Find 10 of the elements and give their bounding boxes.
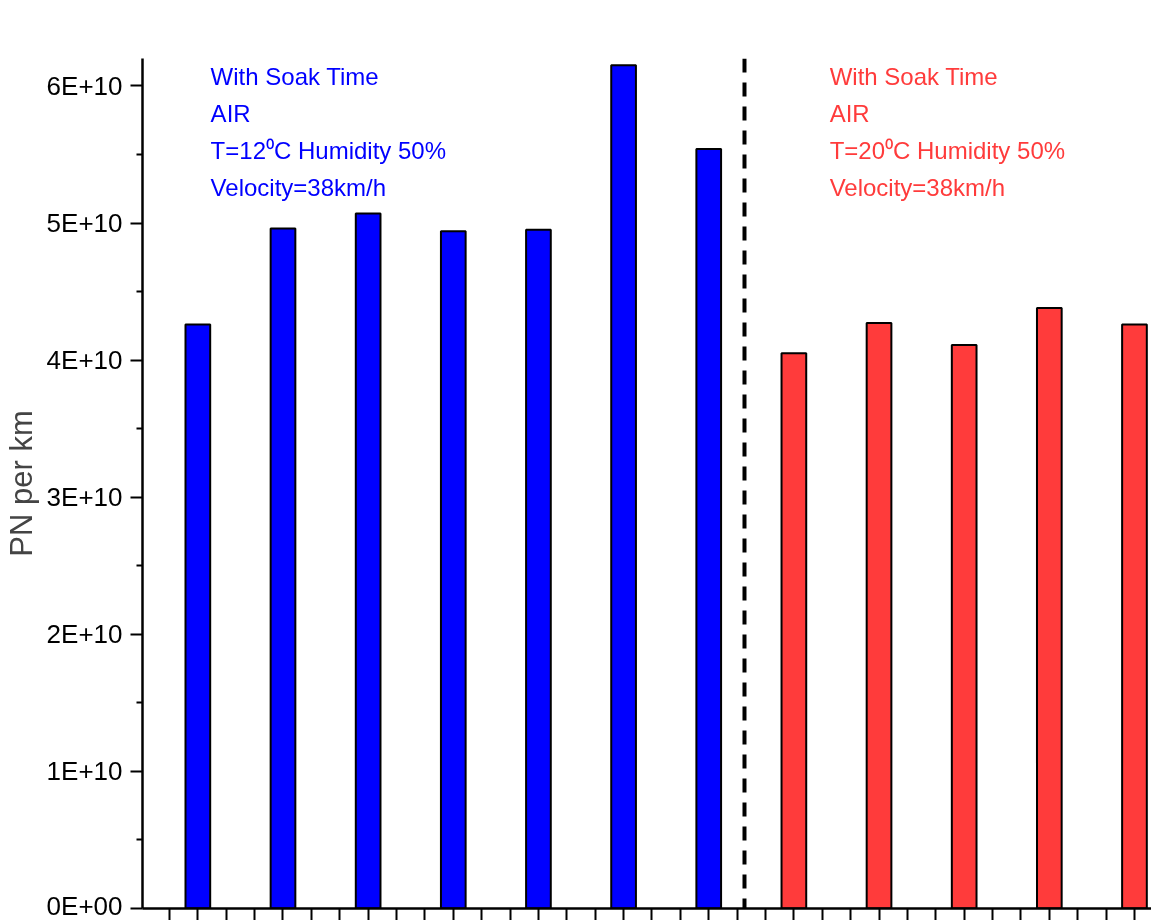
y-tick-label: 5E+10 <box>46 208 123 239</box>
annotation: With Soak Time AIR T=20⁰C Humidity 50% Velocity=38km/h <box>829 62 1066 201</box>
y-tick-label: 1E+10 <box>46 756 123 787</box>
y-tick-label: 4E+10 <box>46 345 123 376</box>
y-tick-label: 6E+10 <box>46 70 123 101</box>
y-tick-label: 3E+10 <box>46 482 123 513</box>
y-tick-label: 0E+00 <box>46 890 123 920</box>
y-axis-title: PN per km <box>3 410 39 557</box>
y-tick-label: 2E+10 <box>46 619 123 650</box>
annotation: With Soak Time AIR T=12⁰C Humidity 50% Velocity=38km/h <box>210 62 447 201</box>
